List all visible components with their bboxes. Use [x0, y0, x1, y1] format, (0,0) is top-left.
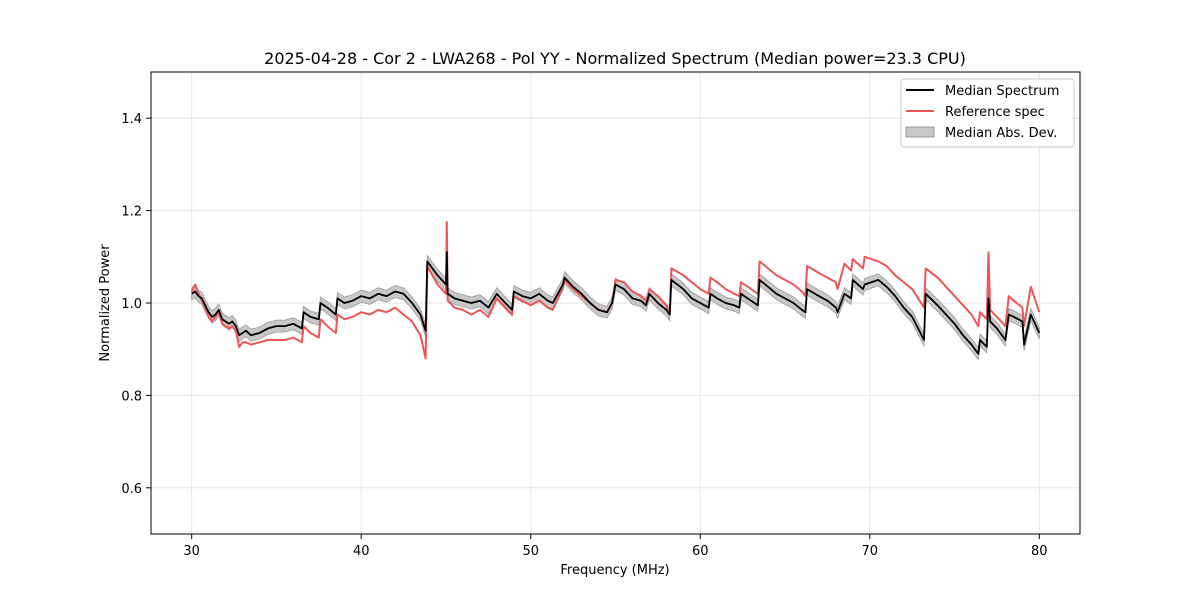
y-axis-ticks: 0.6 0.8 1.0 1.2 1.4 — [121, 112, 151, 497]
legend-box — [900, 78, 1075, 148]
y-tick-label: 1.2 — [121, 205, 142, 220]
chart-title: 2025-04-28 - Cor 2 - LWA268 - Pol YY - N… — [264, 49, 966, 68]
x-tick-label: 30 — [183, 544, 200, 559]
x-tick-label: 40 — [353, 544, 370, 559]
y-tick-label: 1.4 — [121, 112, 142, 127]
legend: Median Spectrum Reference spec Median Ab… — [900, 78, 1075, 148]
x-axis-ticks: 30 40 50 60 70 80 — [183, 534, 1048, 559]
x-axis-label: Frequency (MHz) — [560, 563, 669, 578]
y-axis-label: Normalized Power — [98, 244, 113, 362]
x-tick-label: 70 — [862, 544, 879, 559]
y-tick-label: 0.8 — [121, 389, 142, 404]
legend-mad-label: Median Abs. Dev. — [945, 126, 1057, 141]
median-spectrum-line — [191, 251, 1041, 355]
x-tick-label: 80 — [1031, 544, 1048, 559]
y-tick-label: 1.0 — [121, 297, 142, 312]
x-tick-label: 50 — [522, 544, 539, 559]
legend-median-label: Median Spectrum — [945, 84, 1059, 99]
x-tick-label: 60 — [692, 544, 709, 559]
plot-area — [190, 221, 1041, 361]
legend-reference-label: Reference spec — [945, 105, 1045, 120]
legend-mad-swatch — [905, 126, 935, 138]
y-tick-label: 0.6 — [121, 482, 142, 497]
